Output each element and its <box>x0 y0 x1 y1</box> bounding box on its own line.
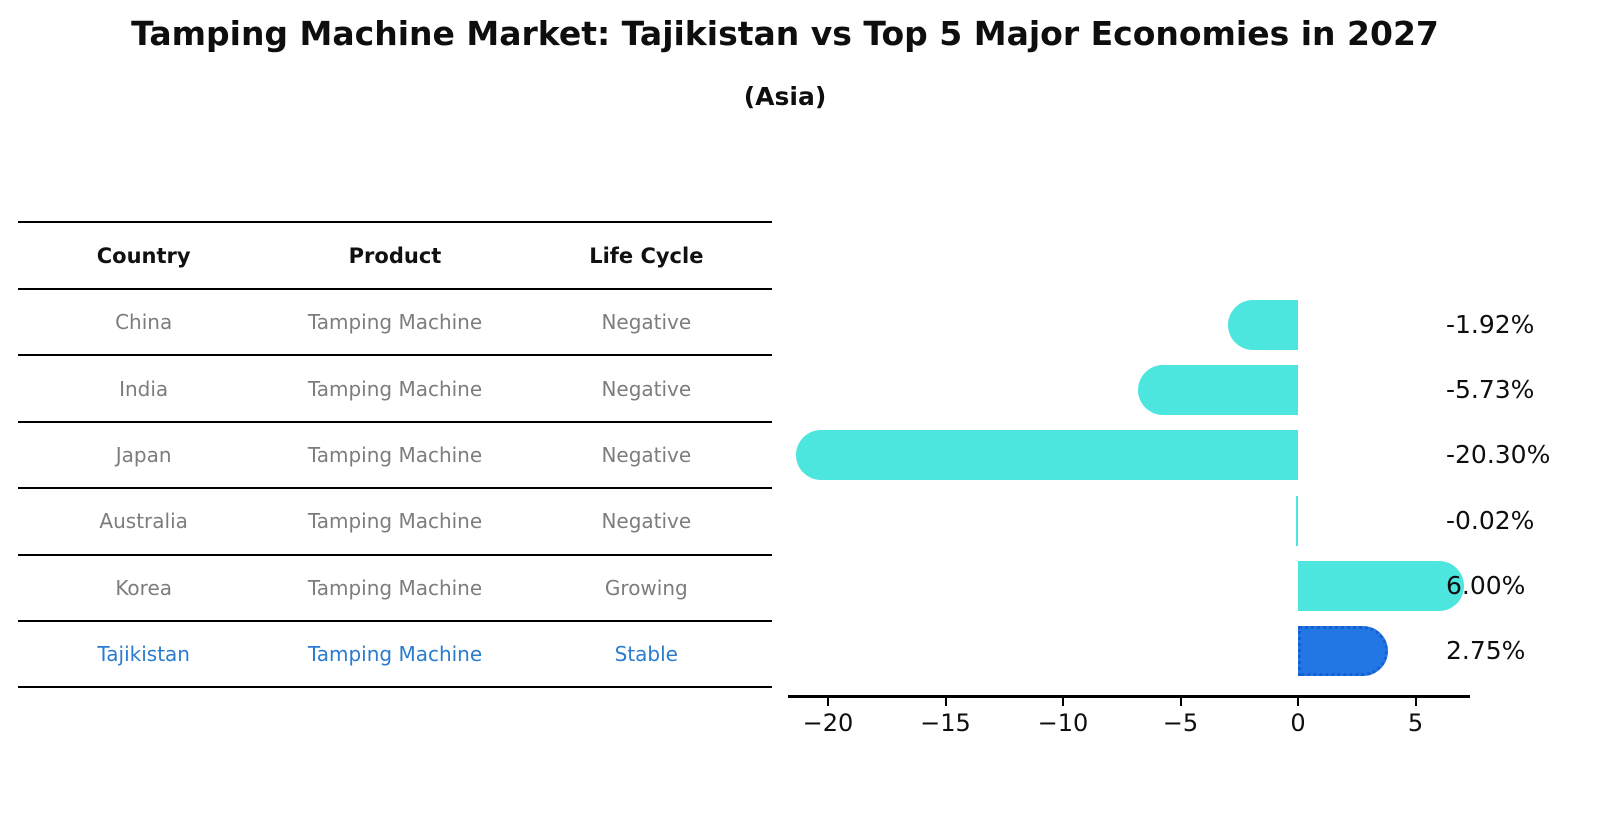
value-label: 6.00% <box>1446 571 1526 600</box>
table-cell-lifecycle: Negative <box>601 442 692 467</box>
table-row: Korea Tamping Machine Growing <box>18 556 772 622</box>
bar-japan <box>795 430 1298 480</box>
chart-title: Tamping Machine Market: Tajikistan vs To… <box>131 14 1439 53</box>
value-label: -0.02% <box>1446 506 1535 535</box>
table-cell-country: China <box>115 310 173 335</box>
table-cell-country: Tajikistan <box>97 642 190 667</box>
x-tick <box>1062 697 1064 706</box>
table-cell-lifecycle: Growing <box>604 575 688 600</box>
bar-india <box>1138 365 1298 415</box>
table-cell-country: Australia <box>99 509 188 534</box>
table-cell-lifecycle: Negative <box>601 376 692 401</box>
chart-subtitle: (Asia) <box>743 82 827 111</box>
table-cell-product: Tamping Machine <box>307 310 483 335</box>
table-cell-lifecycle: Stable <box>614 642 678 667</box>
table-cell-country: Korea <box>115 575 173 600</box>
table-cell-product: Tamping Machine <box>307 376 483 401</box>
bar-china <box>1227 300 1298 350</box>
table-cell-country: Japan <box>115 442 172 467</box>
x-tick <box>1297 697 1299 706</box>
value-label: -1.92% <box>1446 310 1535 339</box>
table-cell-product: Tamping Machine <box>307 509 483 534</box>
table-header-country: Country <box>96 243 191 268</box>
bar-australia <box>1296 496 1298 546</box>
table-cell-product: Tamping Machine <box>307 442 483 467</box>
table-body: China Tamping Machine Negative India Tamping… <box>18 290 772 689</box>
x-tick-label: 5 <box>1407 709 1424 737</box>
x-tick <box>1414 697 1417 706</box>
bar-tajikistan <box>1298 626 1388 676</box>
table-row: China Tamping Machine Negative <box>18 290 772 357</box>
table-row: Tajikistan Tamping Machine Stable <box>18 622 772 689</box>
x-tick-label: −20 <box>802 709 854 737</box>
table-cell-product: Tamping Machine <box>307 575 483 600</box>
value-label: -20.30% <box>1446 440 1551 469</box>
x-tick-label: 0 <box>1290 709 1306 737</box>
x-tick-label: −5 <box>1162 709 1199 737</box>
table-cell-product: Tamping Machine <box>307 642 483 667</box>
x-tick-label: −10 <box>1037 709 1089 737</box>
value-label: -5.73% <box>1446 375 1535 404</box>
table-header-lifecycle: Life Cycle <box>589 243 704 268</box>
table-cell-lifecycle: Negative <box>601 509 692 534</box>
x-tick-label: −15 <box>920 709 971 737</box>
table-cell-lifecycle: Negative <box>601 310 692 335</box>
value-label: 2.75% <box>1446 636 1526 665</box>
table-header-product: Product <box>348 243 442 268</box>
x-axis <box>788 695 1470 698</box>
table-row: India Tamping Machine Negative <box>18 356 772 423</box>
data-table: Country Product Life Cycle China Tamping … <box>18 221 772 689</box>
table-cell-country: India <box>119 376 169 401</box>
table-header-row: Country Product Life Cycle <box>18 223 772 290</box>
bar-korea <box>1298 561 1464 611</box>
table-row: Australia Tamping Machine Negative <box>18 489 772 556</box>
x-tick <box>1179 697 1182 706</box>
table-row: Japan Tamping Machine Negative <box>18 423 772 490</box>
x-tick <box>827 697 829 706</box>
x-tick <box>944 697 947 706</box>
